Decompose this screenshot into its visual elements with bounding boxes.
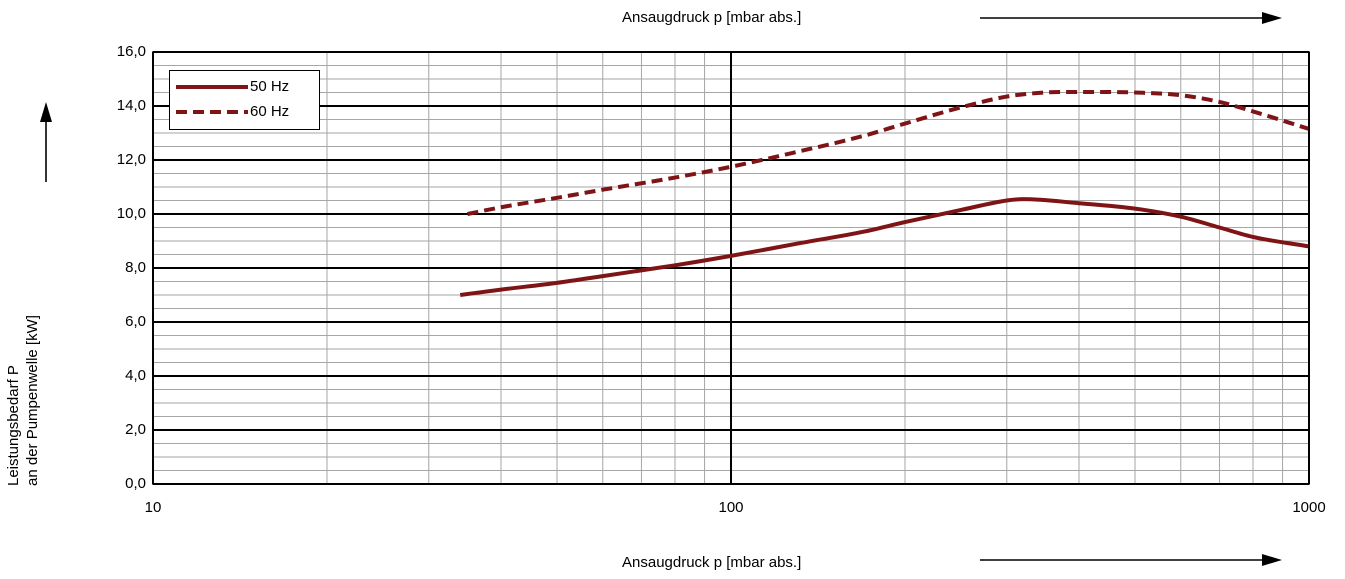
y-tick-label: 0,0	[125, 475, 146, 492]
y-tick-label: 14,0	[116, 97, 146, 114]
major-grid	[152, 51, 1310, 485]
legend-label-50hz: 50 Hz	[250, 78, 290, 95]
x-tick-label: 100	[718, 499, 744, 516]
legend-item-50hz: 50 Hz	[170, 75, 319, 99]
top-arrow-head	[1262, 12, 1282, 24]
y-tick-label: 16,0	[116, 43, 146, 60]
legend-item-60hz: 60 Hz	[170, 100, 319, 124]
y-tick-label: 12,0	[116, 151, 146, 168]
series-line-60hz	[467, 89, 1310, 216]
x-axis-title-bottom: Ansaugdruck p [mbar abs.]	[622, 554, 802, 571]
y-tick-label: 6,0	[125, 313, 146, 330]
y-tick-label: 4,0	[125, 367, 146, 384]
x-axis-title-top: Ansaugdruck p [mbar abs.]	[622, 9, 802, 26]
y-axis-title-line2: an der Pumpenwelle [kW]	[24, 315, 41, 486]
series-line-50hz	[459, 197, 1310, 297]
legend-label-60hz: 60 Hz	[250, 103, 290, 120]
legend-swatch-dashed	[176, 110, 248, 114]
y-tick-label: 8,0	[125, 259, 146, 276]
y-tick-label: 10,0	[116, 205, 146, 222]
plot-frame	[152, 51, 1310, 485]
x-tick-label: 1000	[1292, 499, 1326, 516]
series-layer	[459, 89, 1310, 297]
bottom-arrow-head	[1262, 554, 1282, 566]
y-axis-title-line1: Leistungsbedarf P	[5, 365, 22, 486]
y-tick-label: 2,0	[125, 421, 146, 438]
legend-swatch-solid	[176, 85, 248, 89]
left-arrow-head	[40, 102, 52, 122]
x-tick-label: 10	[144, 499, 162, 516]
legend: 50 Hz 60 Hz	[169, 70, 320, 130]
